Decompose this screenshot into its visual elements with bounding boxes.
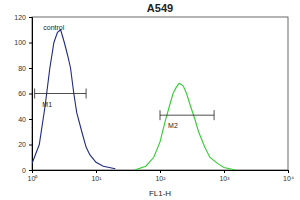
x-tick-mark — [160, 170, 161, 173]
y-tick-label: 120 — [14, 14, 26, 21]
x-tick: 10² — [155, 170, 166, 182]
x-axis: 10⁰ 10¹ 10² 10³ 10⁴ — [28, 170, 294, 182]
gate-bar — [160, 115, 214, 116]
annotation: control — [43, 24, 64, 31]
y-tick-label: 60 — [18, 90, 26, 97]
y-tick: 120 — [14, 14, 32, 21]
y-tick-mark — [29, 170, 32, 171]
y-tick: 0 — [22, 167, 32, 174]
x-tick-label: 10⁰ — [28, 175, 39, 182]
x-tick-mark — [288, 170, 289, 173]
y-tick-mark — [29, 94, 32, 95]
x-tick-label: 10² — [155, 175, 166, 182]
y-tick-mark — [29, 145, 32, 146]
gate-label: M1 — [42, 101, 52, 108]
histogram-line — [135, 83, 236, 170]
x-tick-label: 10¹ — [91, 175, 102, 182]
series-group — [32, 30, 235, 170]
y-tick-mark — [29, 43, 32, 44]
y-tick-label: 20 — [18, 141, 26, 148]
x-tick: 10¹ — [91, 170, 102, 182]
y-tick-label: 80 — [18, 65, 26, 72]
x-axis-title: FL1-H — [149, 189, 171, 198]
x-tick-label: 10⁴ — [283, 175, 294, 182]
x-tick-mark — [224, 170, 225, 173]
gate: M2 — [160, 110, 214, 129]
y-tick-label: 0 — [22, 167, 26, 174]
y-tick: 20 — [18, 141, 32, 148]
x-tick: 10⁰ — [28, 170, 39, 182]
gate-end — [34, 89, 35, 99]
y-axis: 0 20 40 60 80 100 120 — [14, 14, 32, 174]
y-tick: 80 — [18, 65, 32, 72]
y-tick-label: 100 — [14, 39, 26, 46]
gate: M1 — [35, 89, 86, 108]
gate-end — [86, 89, 87, 99]
plot-frame — [32, 17, 288, 170]
gate-end — [214, 110, 215, 120]
gate-bar — [35, 93, 86, 94]
x-tick: 10⁴ — [283, 170, 294, 182]
y-tick: 100 — [14, 39, 32, 46]
y-axis-line — [29, 18, 33, 171]
title: A549 — [147, 2, 173, 14]
y-tick-mark — [29, 17, 32, 18]
histogram-line — [32, 30, 115, 169]
y-tick-mark — [29, 68, 32, 69]
y-tick: 40 — [18, 116, 32, 123]
plot: 10⁰ 10¹ 10² 10³ 10⁴ 0 20 40 60 80 100 120 M1 M2 contro… — [14, 14, 294, 182]
gate-end — [160, 110, 161, 120]
x-tick: 10³ — [219, 170, 230, 182]
gate-label: M2 — [168, 122, 178, 129]
chart: 10⁰ 10¹ 10² 10³ 10⁴ 0 20 40 60 80 100 120 M1 M2 contro… — [0, 0, 300, 200]
x-tick-label: 10³ — [219, 175, 230, 182]
y-tick-label: 40 — [18, 116, 26, 123]
x-axis-line — [33, 171, 289, 174]
y-tick-mark — [29, 119, 32, 120]
x-tick-mark — [96, 170, 97, 173]
y-tick: 60 — [18, 90, 32, 97]
